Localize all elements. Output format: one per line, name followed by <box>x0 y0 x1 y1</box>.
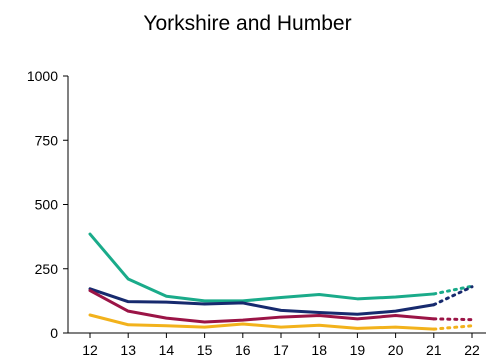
series-line-1 <box>88 232 436 303</box>
x-tick-label: 12 <box>82 342 98 358</box>
x-tick-label: 20 <box>388 342 404 358</box>
x-tick-label: 17 <box>273 342 289 358</box>
series-lines <box>88 232 474 331</box>
y-tick-label: 1000 <box>27 68 58 84</box>
y-tick-label: 750 <box>35 132 59 148</box>
x-tick-label: 22 <box>464 342 480 358</box>
series-projection-2 <box>432 285 474 307</box>
x-tick-label: 19 <box>350 342 366 358</box>
x-tick-label: 18 <box>311 342 327 358</box>
x-tick-label: 16 <box>235 342 251 358</box>
x-tick-label: 13 <box>120 342 136 358</box>
series-projection-1 <box>432 284 474 296</box>
y-tick-label: 250 <box>35 261 59 277</box>
series-line-2 <box>88 287 436 316</box>
y-tick-label: 500 <box>35 197 59 213</box>
tick-labels: 0 250 500 750 1000 12 13 14 15 16 17 18 19 20 21 22 <box>27 68 480 358</box>
chart-title: Yorkshire and Humber <box>143 12 352 35</box>
y-tick-label: 0 <box>50 325 58 341</box>
series-line-4 <box>88 313 436 331</box>
series-line-3 <box>88 289 436 324</box>
x-tick-label: 14 <box>159 342 175 358</box>
series-projection-3 <box>432 317 474 322</box>
x-tick-label: 21 <box>426 342 442 358</box>
x-tick-label: 15 <box>197 342 213 358</box>
axes <box>63 75 486 338</box>
series-projection-4 <box>432 324 474 331</box>
